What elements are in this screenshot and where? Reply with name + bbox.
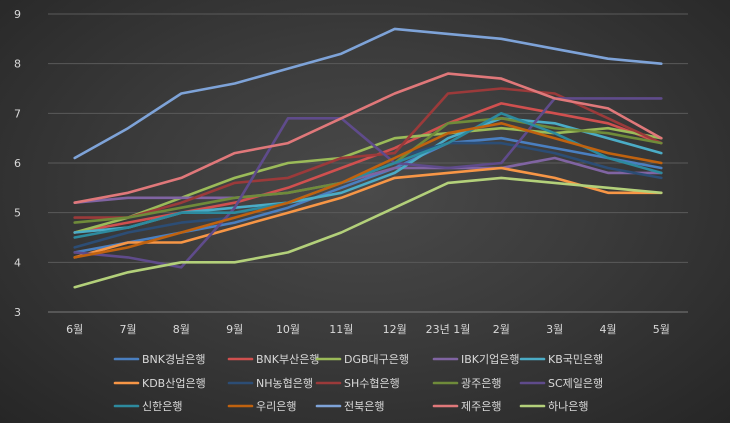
legend-label: NH농협은행 (256, 377, 313, 390)
series-line-5 (73, 166, 663, 259)
legend: BNK경남은행 BNK부산은행 DGB대구은행 IBK기업은행 KB국민은행 KDB산업은… (113, 353, 603, 413)
x-tick-label: 3월 (546, 323, 563, 336)
series-line-9 (73, 97, 663, 269)
x-tick-label: 23년 1월 (426, 323, 471, 336)
x-tick-label: 8월 (173, 323, 190, 336)
legend-label: SC제일은행 (548, 376, 603, 390)
x-tick-label: 5월 (653, 323, 670, 336)
y-tick-label: 6 (14, 157, 21, 170)
x-tick-label: 7월 (119, 323, 136, 336)
x-tick-label: 4월 (599, 323, 616, 336)
legend-label: BNK경남은행 (142, 353, 205, 366)
series-lines (73, 27, 663, 289)
series-line-13 (73, 72, 663, 204)
legend-label: KDB산업은행 (142, 377, 206, 390)
y-tick-label: 4 (14, 256, 21, 269)
x-tick-label: 9월 (226, 323, 243, 336)
legend-label: IBK기업은행 (461, 353, 519, 366)
legend-item: 우리은행 (227, 400, 296, 413)
legend-item: BNK경남은행 (113, 353, 205, 366)
x-tick-label: 11월 (329, 323, 353, 336)
legend-label: BNK부산은행 (256, 353, 319, 366)
legend-item: SH수협은행 (315, 377, 400, 390)
series-line-2 (73, 126, 663, 234)
legend-label: 신한은행 (142, 400, 182, 413)
y-tick-label: 7 (14, 107, 21, 120)
legend-item: NH농협은행 (227, 377, 313, 390)
series-line-10 (73, 112, 663, 239)
legend-item: IBK기업은행 (432, 353, 519, 366)
legend-item: 광주은행 (432, 377, 501, 390)
series-line-3 (73, 156, 663, 204)
legend-label: SH수협은행 (344, 377, 400, 390)
legend-label: DGB대구은행 (344, 353, 409, 366)
legend-item: 하나은행 (519, 399, 588, 413)
y-axis-ticks: 3 4 5 6 7 8 9 (14, 8, 21, 319)
legend-label: 전북은행 (344, 400, 384, 413)
x-axis-ticks: 6월 7월 8월 9월 10월 11월 12월 23년 1월 2월 3월 4월 5월 (66, 323, 670, 336)
legend-item: KDB산업은행 (113, 377, 206, 390)
x-tick-label: 6월 (66, 323, 83, 336)
legend-item: DGB대구은행 (315, 353, 409, 366)
legend-item: BNK부산은행 (227, 353, 319, 366)
legend-item: KB국민은행 (519, 353, 603, 366)
legend-label: 하나은행 (548, 399, 588, 413)
legend-item: 신한은행 (113, 400, 182, 413)
legend-label: 우리은행 (256, 400, 296, 413)
y-tick-label: 8 (14, 58, 21, 71)
legend-label: 제주은행 (461, 400, 501, 413)
legend-item: 전북은행 (315, 400, 384, 413)
x-tick-label: 12월 (383, 323, 407, 336)
legend-item: SC제일은행 (519, 376, 603, 390)
legend-label: 광주은행 (461, 377, 501, 390)
series-line-11 (73, 122, 663, 259)
legend-item: 제주은행 (432, 400, 501, 413)
x-tick-label: 2월 (493, 323, 510, 336)
series-line-12 (73, 27, 663, 160)
x-tick-label: 10월 (276, 323, 300, 336)
y-tick-label: 5 (14, 207, 21, 220)
y-tick-label: 3 (14, 306, 21, 319)
legend-label: KB국민은행 (548, 353, 603, 366)
y-tick-label: 9 (14, 8, 21, 21)
series-line-14 (73, 176, 663, 289)
